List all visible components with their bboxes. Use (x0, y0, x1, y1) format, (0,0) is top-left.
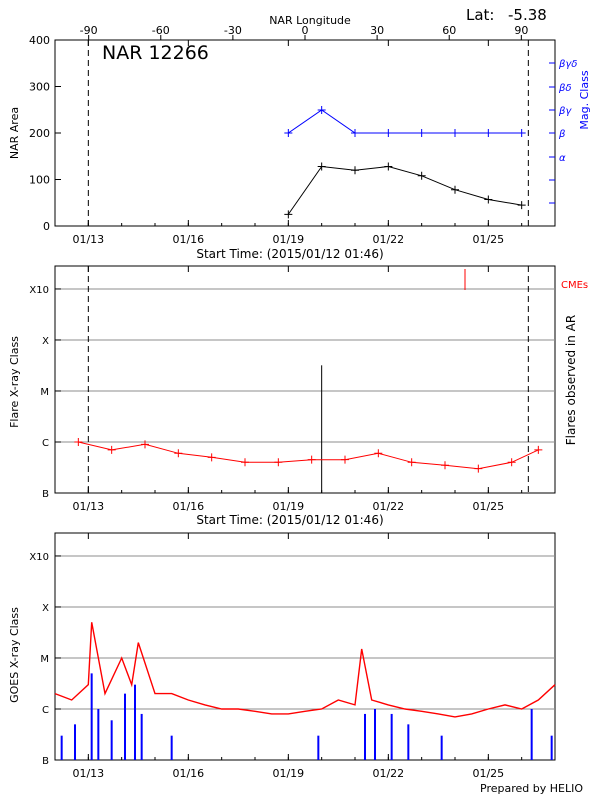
panel2-ylabel-right: Flares observed in AR (564, 315, 578, 445)
panel1-ytick-label: 400 (29, 34, 50, 47)
flare-background-point (407, 458, 416, 467)
panel3-ylabel: GOES X-ray Class (8, 607, 21, 703)
area-point (384, 162, 393, 171)
panel1-top-tick-label: 30 (370, 24, 384, 37)
footer-credit: Prepared by HELIO (480, 782, 583, 795)
flare-background-point (374, 449, 383, 458)
panel1-ylabel-right: Mag. Class (578, 70, 591, 129)
panel1-top-tick-label: -30 (224, 24, 242, 37)
panel1-top-tick-label: 0 (302, 24, 309, 37)
panel1-ytick-label: 200 (29, 127, 50, 140)
panel2-xtick-label: 01/22 (372, 500, 404, 513)
goes-long-line (54, 622, 556, 718)
flare-background-point (107, 445, 116, 454)
mag-point (384, 129, 393, 137)
panel3-ytick-label: B (42, 756, 49, 767)
panel2-ytick-label: X (42, 336, 49, 347)
panel2-xtick-label: 01/19 (272, 500, 304, 513)
panel1-right-tick-label: βγδ (558, 59, 577, 70)
flare-background-point (341, 455, 349, 464)
flare-background-point (507, 458, 516, 467)
flare-background-point (307, 455, 316, 464)
panel1-ylabel: NAR Area (8, 107, 21, 159)
area-point (284, 210, 293, 219)
panel1-top-tick-label: -60 (152, 24, 170, 37)
mag-point (417, 129, 426, 137)
mag-line (288, 109, 522, 134)
panel2-xtick-label: 01/13 (72, 500, 104, 513)
flare-background-line (78, 441, 539, 470)
panel1-ytick-label: 300 (29, 81, 50, 94)
panel2-ytick-label: B (42, 489, 49, 500)
plot-layer: 01/13 01/16 01/19 01/22 01/250100200300400-9… (29, 24, 577, 780)
area-point (351, 166, 359, 175)
panel1-top-tick-label: -90 (80, 24, 98, 37)
panel2-ytick-label: C (42, 438, 49, 449)
panel2-xtick-label: 01/16 (172, 500, 204, 513)
flare-background-point (441, 461, 449, 470)
flare-background-point (241, 458, 249, 467)
area-point (417, 171, 426, 180)
panel2-ytick-label: M (40, 387, 49, 398)
flare-background-point (174, 449, 183, 458)
region-title: NAR 12266 (102, 42, 209, 64)
panel1-right-tick-label: β (558, 129, 566, 140)
panel1-xtick-label: 01/22 (372, 233, 404, 246)
panel3-ytick-label: M (40, 654, 49, 665)
mag-point (284, 129, 293, 137)
mag-point (351, 129, 359, 137)
panel2-xlabel: Start Time: (2015/01/12 01:46) (196, 513, 383, 527)
panel1-xtick-label: 01/16 (172, 233, 204, 246)
panel3-ytick-label: X10 (29, 552, 49, 563)
panel3-ytick-label: C (42, 705, 49, 716)
panel3-ytick-label: X (42, 603, 49, 614)
panel1-right-tick-label: βδ (558, 83, 572, 94)
mag-point (451, 129, 459, 137)
area-line (287, 165, 522, 215)
panel3-xtick-label: 01/22 (372, 767, 404, 780)
panel3-frame (54, 532, 556, 761)
cme-label: CMEs (561, 280, 588, 291)
panel2-frame (54, 265, 556, 494)
flare-background-point (534, 445, 543, 454)
mag-point (484, 129, 493, 137)
lat-label: Lat: (466, 6, 494, 24)
panel1-top-tick-label: 60 (442, 24, 456, 37)
panel3-xtick-label: 01/19 (272, 767, 304, 780)
panel1-right-tick-label: βγ (558, 106, 572, 117)
panel3-xtick-label: 01/13 (72, 767, 104, 780)
panel2-ylabel: Flare X-ray Class (8, 336, 21, 428)
panel1-ytick-label: 0 (43, 220, 50, 233)
flare-background-point (207, 453, 216, 462)
panel1-xlabel: Start Time: (2015/01/12 01:46) (196, 247, 383, 261)
mag-point (517, 129, 526, 137)
mag-point (317, 106, 326, 114)
panel1-right-tick-label: α (559, 153, 566, 164)
area-point (317, 162, 326, 171)
area-point (451, 185, 459, 194)
flare-background-point (274, 458, 283, 467)
panel1-xtick-label: 01/13 (72, 233, 104, 246)
top-axis-title: NAR Longitude (269, 14, 351, 27)
area-point (517, 201, 526, 210)
panel1-xtick-label: 01/19 (272, 233, 304, 246)
panel2-xtick-label: 01/25 (472, 500, 504, 513)
flare-background-point (141, 440, 149, 449)
panel3-xtick-label: 01/25 (472, 767, 504, 780)
panel1-xtick-label: 01/25 (472, 233, 504, 246)
lat-value: -5.38 (508, 6, 547, 24)
flare-background-point (74, 437, 83, 446)
panel2-ytick-label: X10 (29, 285, 49, 296)
panel3-xtick-label: 01/16 (172, 767, 204, 780)
panel1-ytick-label: 100 (29, 174, 50, 187)
panel1-top-tick-label: 90 (514, 24, 528, 37)
flare-background-point (474, 464, 483, 473)
area-point (484, 195, 493, 204)
